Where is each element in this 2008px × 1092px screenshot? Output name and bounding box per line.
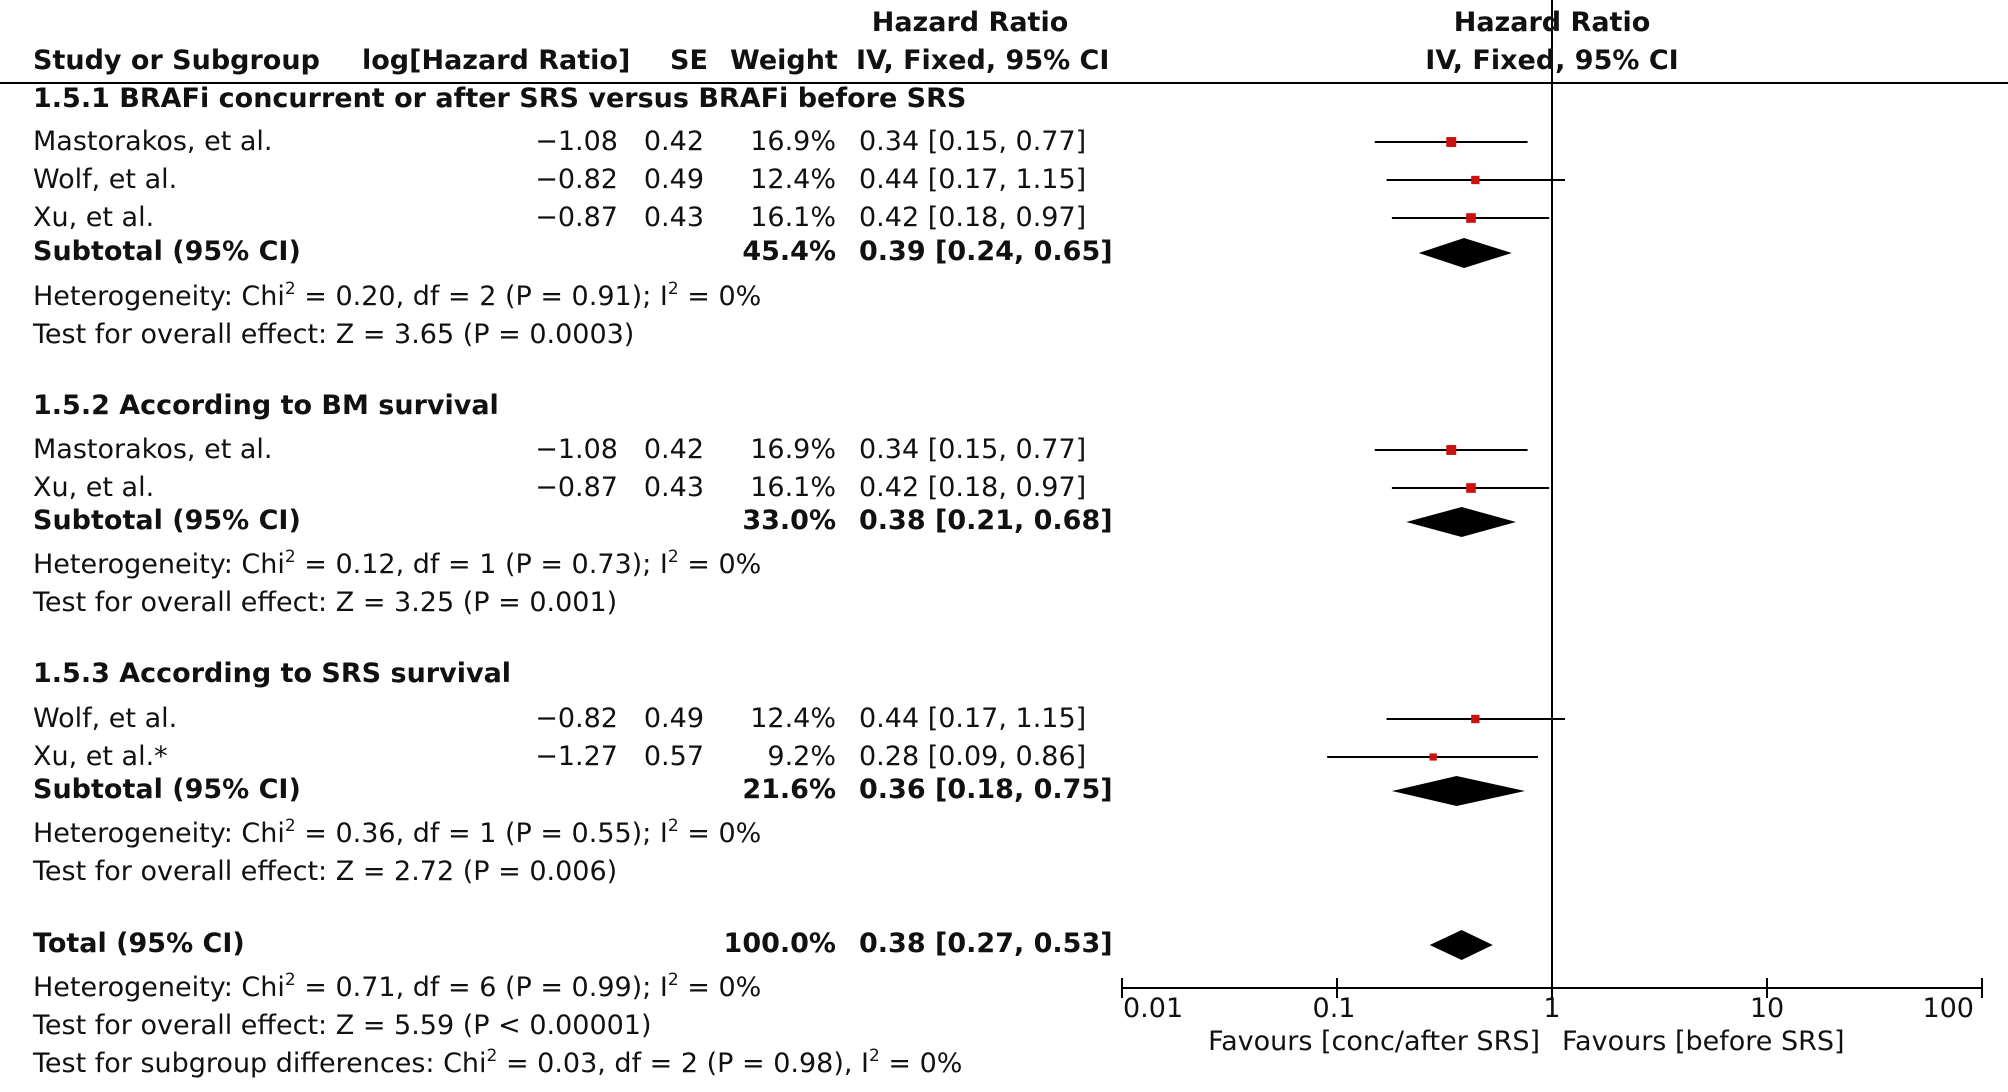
study-name: Xu, et al.: [33, 472, 155, 503]
study-se: 0.43: [643, 472, 704, 503]
study-ci: 0.44 [0.17, 1.15]: [859, 164, 1087, 195]
study-weight: 9.2%: [767, 741, 836, 772]
study-weight: 12.4%: [750, 703, 836, 734]
total-ci: 0.38 [0.27, 0.53]: [859, 928, 1113, 959]
x-tick-label: 1: [1543, 993, 1561, 1024]
subtotal-label: Subtotal (95% CI): [33, 774, 301, 805]
group-title: 1.5.2 According to BM survival: [33, 390, 499, 421]
x-tick-label: 100: [1922, 993, 1974, 1024]
subtotal-diamond: [1391, 776, 1526, 806]
hr-column-title: Hazard Ratio: [871, 7, 1069, 38]
study-loghr: −0.87: [535, 202, 618, 233]
subtotal-ci: 0.39 [0.24, 0.65]: [859, 236, 1113, 267]
study-weight: 16.1%: [750, 472, 836, 503]
subtotal-ci: 0.36 [0.18, 0.75]: [859, 774, 1113, 805]
study-name: Xu, et al.: [33, 202, 155, 233]
subtotal-weight: 33.0%: [742, 505, 836, 536]
favours-left-label: Favours [conc/after SRS]: [1208, 1026, 1540, 1057]
total-label: Total (95% CI): [33, 928, 245, 959]
study-se: 0.42: [643, 434, 704, 465]
subtotal-weight: 45.4%: [742, 236, 836, 267]
study-weight: 16.9%: [750, 434, 836, 465]
study-ci: 0.34 [0.15, 0.77]: [859, 126, 1087, 157]
point-estimate-marker: [1466, 213, 1476, 223]
x-tick-label: 0.1: [1312, 993, 1356, 1024]
se-column-header: SE: [670, 45, 708, 76]
study-se: 0.57: [643, 741, 704, 772]
study-ci: 0.42 [0.18, 0.97]: [859, 472, 1087, 503]
total-heterogeneity-text: Heterogeneity: Chi2 = 0.71, df = 6 (P = …: [33, 970, 762, 1004]
favours-right-label: Favours [before SRS]: [1562, 1026, 1845, 1057]
point-estimate-marker: [1466, 483, 1476, 493]
subtotal-ci: 0.38 [0.21, 0.68]: [859, 505, 1113, 536]
study-se: 0.42: [643, 126, 704, 157]
subtotal-diamond: [1418, 238, 1512, 268]
subtotal-label: Subtotal (95% CI): [33, 505, 301, 536]
study-name: Mastorakos, et al.: [33, 434, 273, 465]
subgroup-differences-text: Test for subgroup differences: Chi2 = 0.…: [33, 1046, 963, 1080]
study-se: 0.49: [643, 164, 704, 195]
study-name: Xu, et al.*: [33, 741, 168, 772]
point-estimate-marker: [1446, 137, 1457, 147]
total-diamond: [1429, 930, 1493, 960]
x-tick-label: 0.01: [1123, 993, 1184, 1024]
weight-column-header: Weight: [730, 45, 838, 76]
study-weight: 16.1%: [750, 202, 836, 233]
study-weight: 12.4%: [750, 164, 836, 195]
study-ci: 0.34 [0.15, 0.77]: [859, 434, 1087, 465]
study-ci: 0.28 [0.09, 0.86]: [859, 741, 1087, 772]
study-loghr: −0.82: [535, 164, 618, 195]
subtotal-weight: 21.6%: [742, 774, 836, 805]
point-estimate-marker: [1446, 445, 1457, 455]
study-loghr: −0.82: [535, 703, 618, 734]
study-name: Mastorakos, et al.: [33, 126, 273, 157]
x-tick-label: 10: [1749, 993, 1785, 1024]
overall-effect-text: Test for overall effect: Z = 3.65 (P = 0…: [33, 319, 635, 350]
point-estimate-marker: [1429, 753, 1437, 761]
study-loghr: −0.87: [535, 472, 618, 503]
study-weight: 16.9%: [750, 126, 836, 157]
study-loghr: −1.08: [535, 434, 618, 465]
loghr-column-header: log[Hazard Ratio]: [362, 45, 631, 76]
study-ci: 0.44 [0.17, 1.15]: [859, 703, 1087, 734]
study-ci: 0.42 [0.18, 0.97]: [859, 202, 1087, 233]
study-se: 0.49: [643, 703, 704, 734]
subtotal-diamond: [1406, 507, 1516, 537]
point-estimate-marker: [1471, 714, 1480, 724]
study-loghr: −1.27: [535, 741, 618, 772]
group-title: 1.5.1 BRAFi concurrent or after SRS vers…: [33, 83, 967, 114]
heterogeneity-text: Heterogeneity: Chi2 = 0.20, df = 2 (P = …: [33, 279, 762, 313]
plot-title: Hazard Ratio: [1453, 7, 1651, 38]
group-title: 1.5.3 According to SRS survival: [33, 658, 512, 689]
study-name: Wolf, et al.: [33, 703, 178, 734]
subtotal-label: Subtotal (95% CI): [33, 236, 301, 267]
heterogeneity-text: Heterogeneity: Chi2 = 0.36, df = 1 (P = …: [33, 816, 762, 850]
plot-method-header: IV, Fixed, 95% CI: [1425, 45, 1679, 76]
hr-method-header: IV, Fixed, 95% CI: [856, 45, 1110, 76]
heterogeneity-text: Heterogeneity: Chi2 = 0.12, df = 1 (P = …: [33, 547, 762, 581]
total-overall-effect-text: Test for overall effect: Z = 5.59 (P < 0…: [33, 1010, 652, 1041]
study-column-header: Study or Subgroup: [33, 45, 320, 76]
study-name: Wolf, et al.: [33, 164, 178, 195]
overall-effect-text: Test for overall effect: Z = 3.25 (P = 0…: [33, 587, 618, 618]
overall-effect-text: Test for overall effect: Z = 2.72 (P = 0…: [33, 856, 618, 887]
study-loghr: −1.08: [535, 126, 618, 157]
total-weight: 100.0%: [723, 928, 836, 959]
point-estimate-marker: [1471, 175, 1480, 185]
study-se: 0.43: [643, 202, 704, 233]
